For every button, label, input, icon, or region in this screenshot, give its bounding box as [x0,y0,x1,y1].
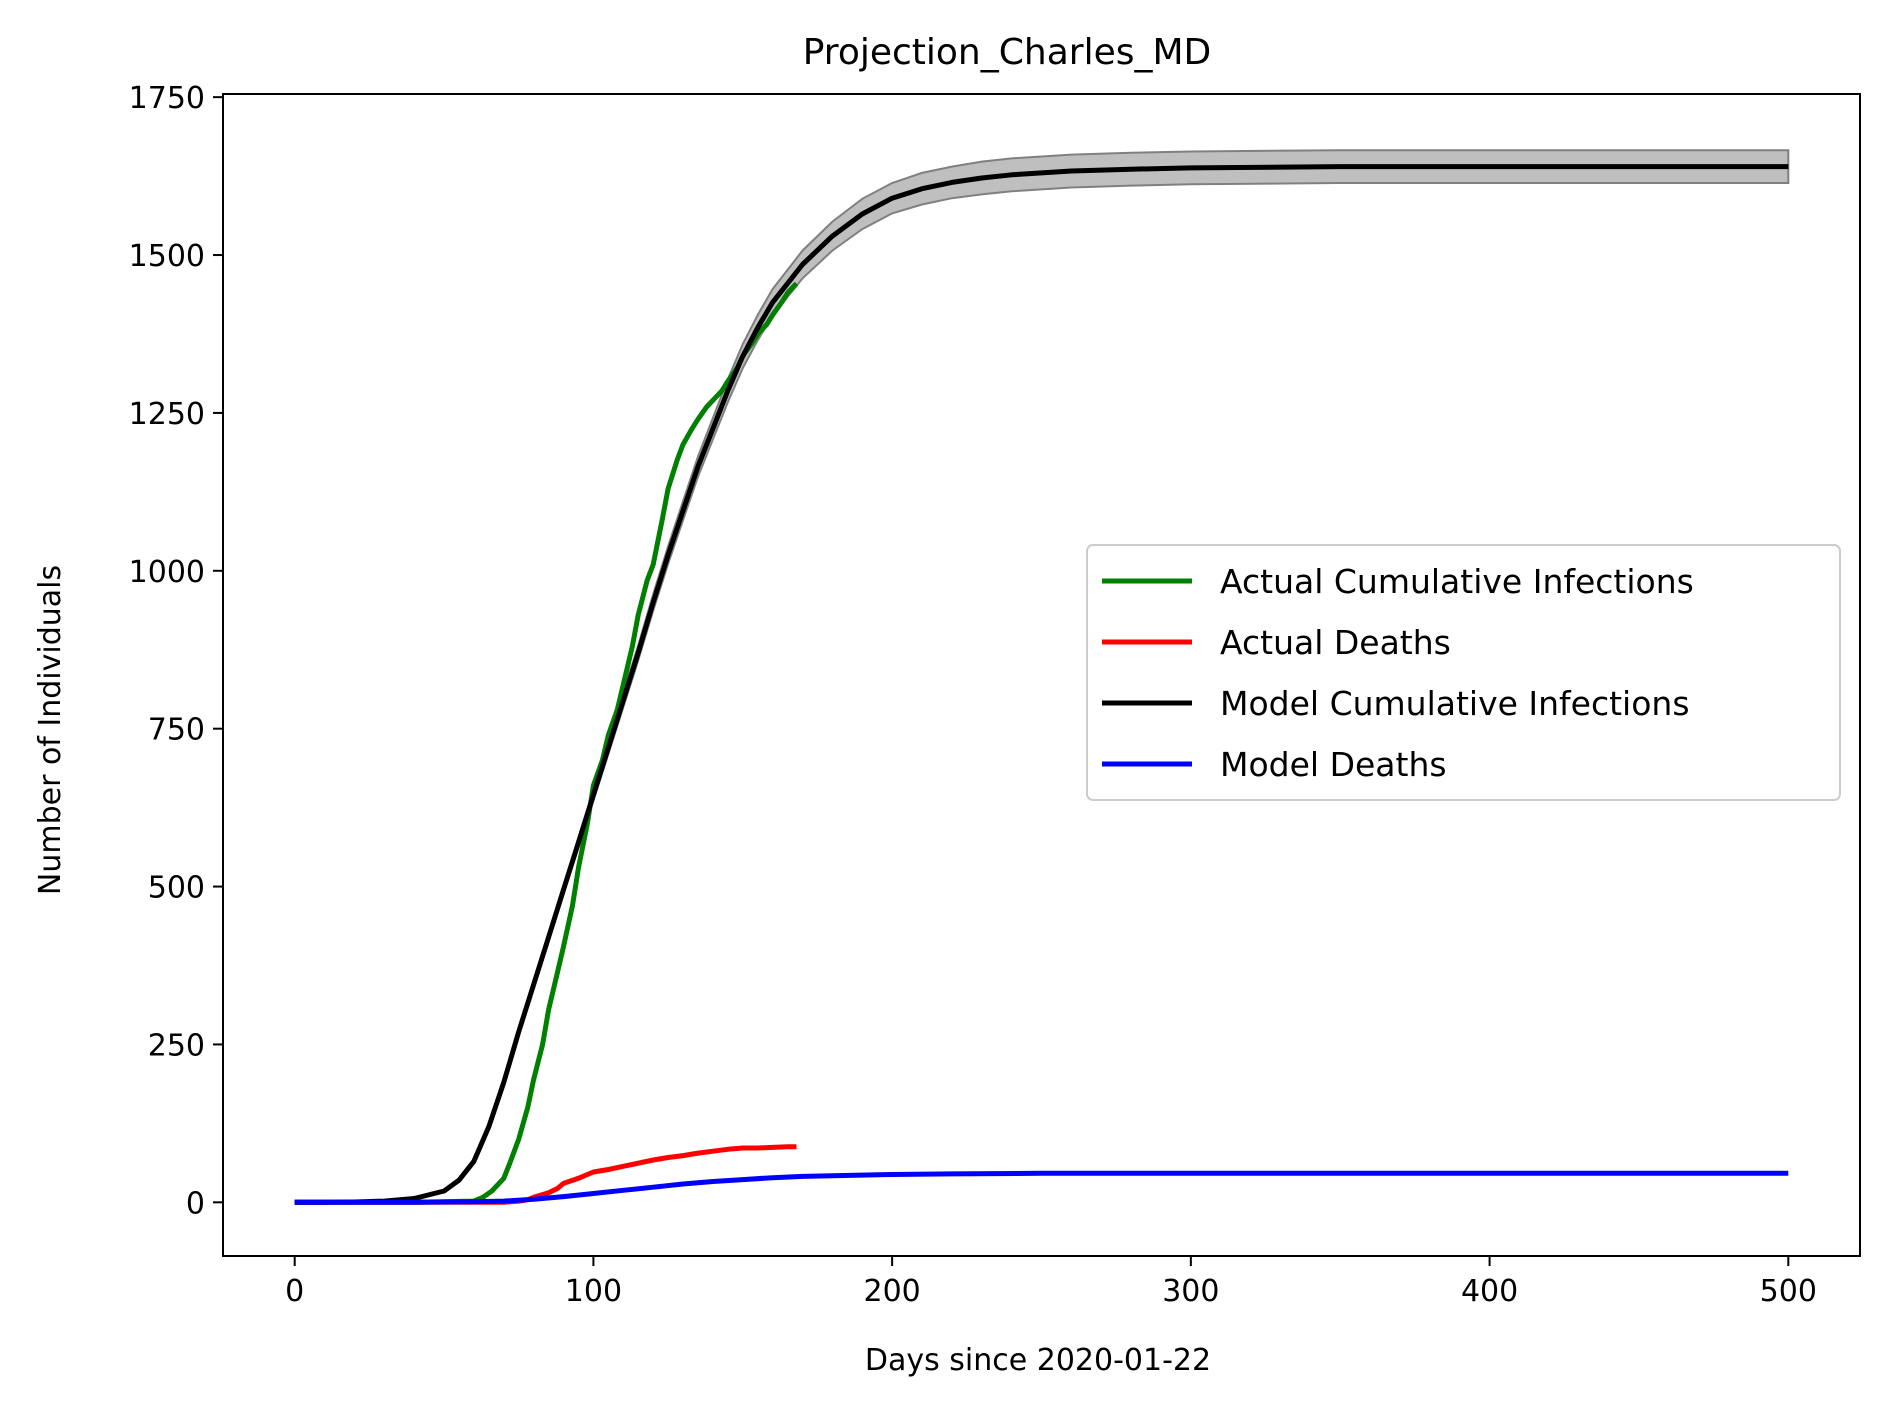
y-tick-label: 1750 [129,81,205,116]
legend-label-actual-cumulative-infections: Actual Cumulative Infections [1220,562,1694,601]
series-line-model-deaths [294,1170,1789,1205]
y-tick-label: 750 [148,713,205,748]
axes-frame [222,93,1861,1257]
y-tick-label: 1250 [129,397,205,432]
legend-label-model-deaths: Model Deaths [1220,745,1447,784]
legend: Actual Cumulative Infections Actual Death… [1086,544,1841,801]
y-axis-label: Number of Individuals [33,565,68,895]
y-tick-label: 500 [148,871,205,906]
x-tick-label: 400 [1461,1274,1518,1309]
x-tick-label: 200 [864,1274,921,1309]
x-tick-label: 0 [285,1274,304,1309]
y-tick-label: 1500 [129,239,205,274]
plot-area: 0 100 200 300 400 500 0 250 500 750 1000 1250 1500 17… [129,81,1861,1309]
y-tick-label: 250 [148,1028,205,1063]
legend-label-model-cumulative-infections: Model Cumulative Infections [1220,684,1690,723]
legend-label-actual-deaths: Actual Deaths [1220,623,1451,662]
x-tick-label: 100 [565,1274,622,1309]
x-tick-label: 500 [1760,1274,1817,1309]
x-tick-label: 300 [1162,1274,1219,1309]
legend-box [1086,544,1841,801]
series-line-model-cumulative-infections [294,164,1789,1205]
y-tick-label: 0 [186,1186,205,1221]
y-tick-label: 1000 [129,555,205,590]
chart-title: Projection_Charles_MD [803,32,1212,73]
x-axis-label: Days since 2020-01-22 [865,1343,1211,1378]
